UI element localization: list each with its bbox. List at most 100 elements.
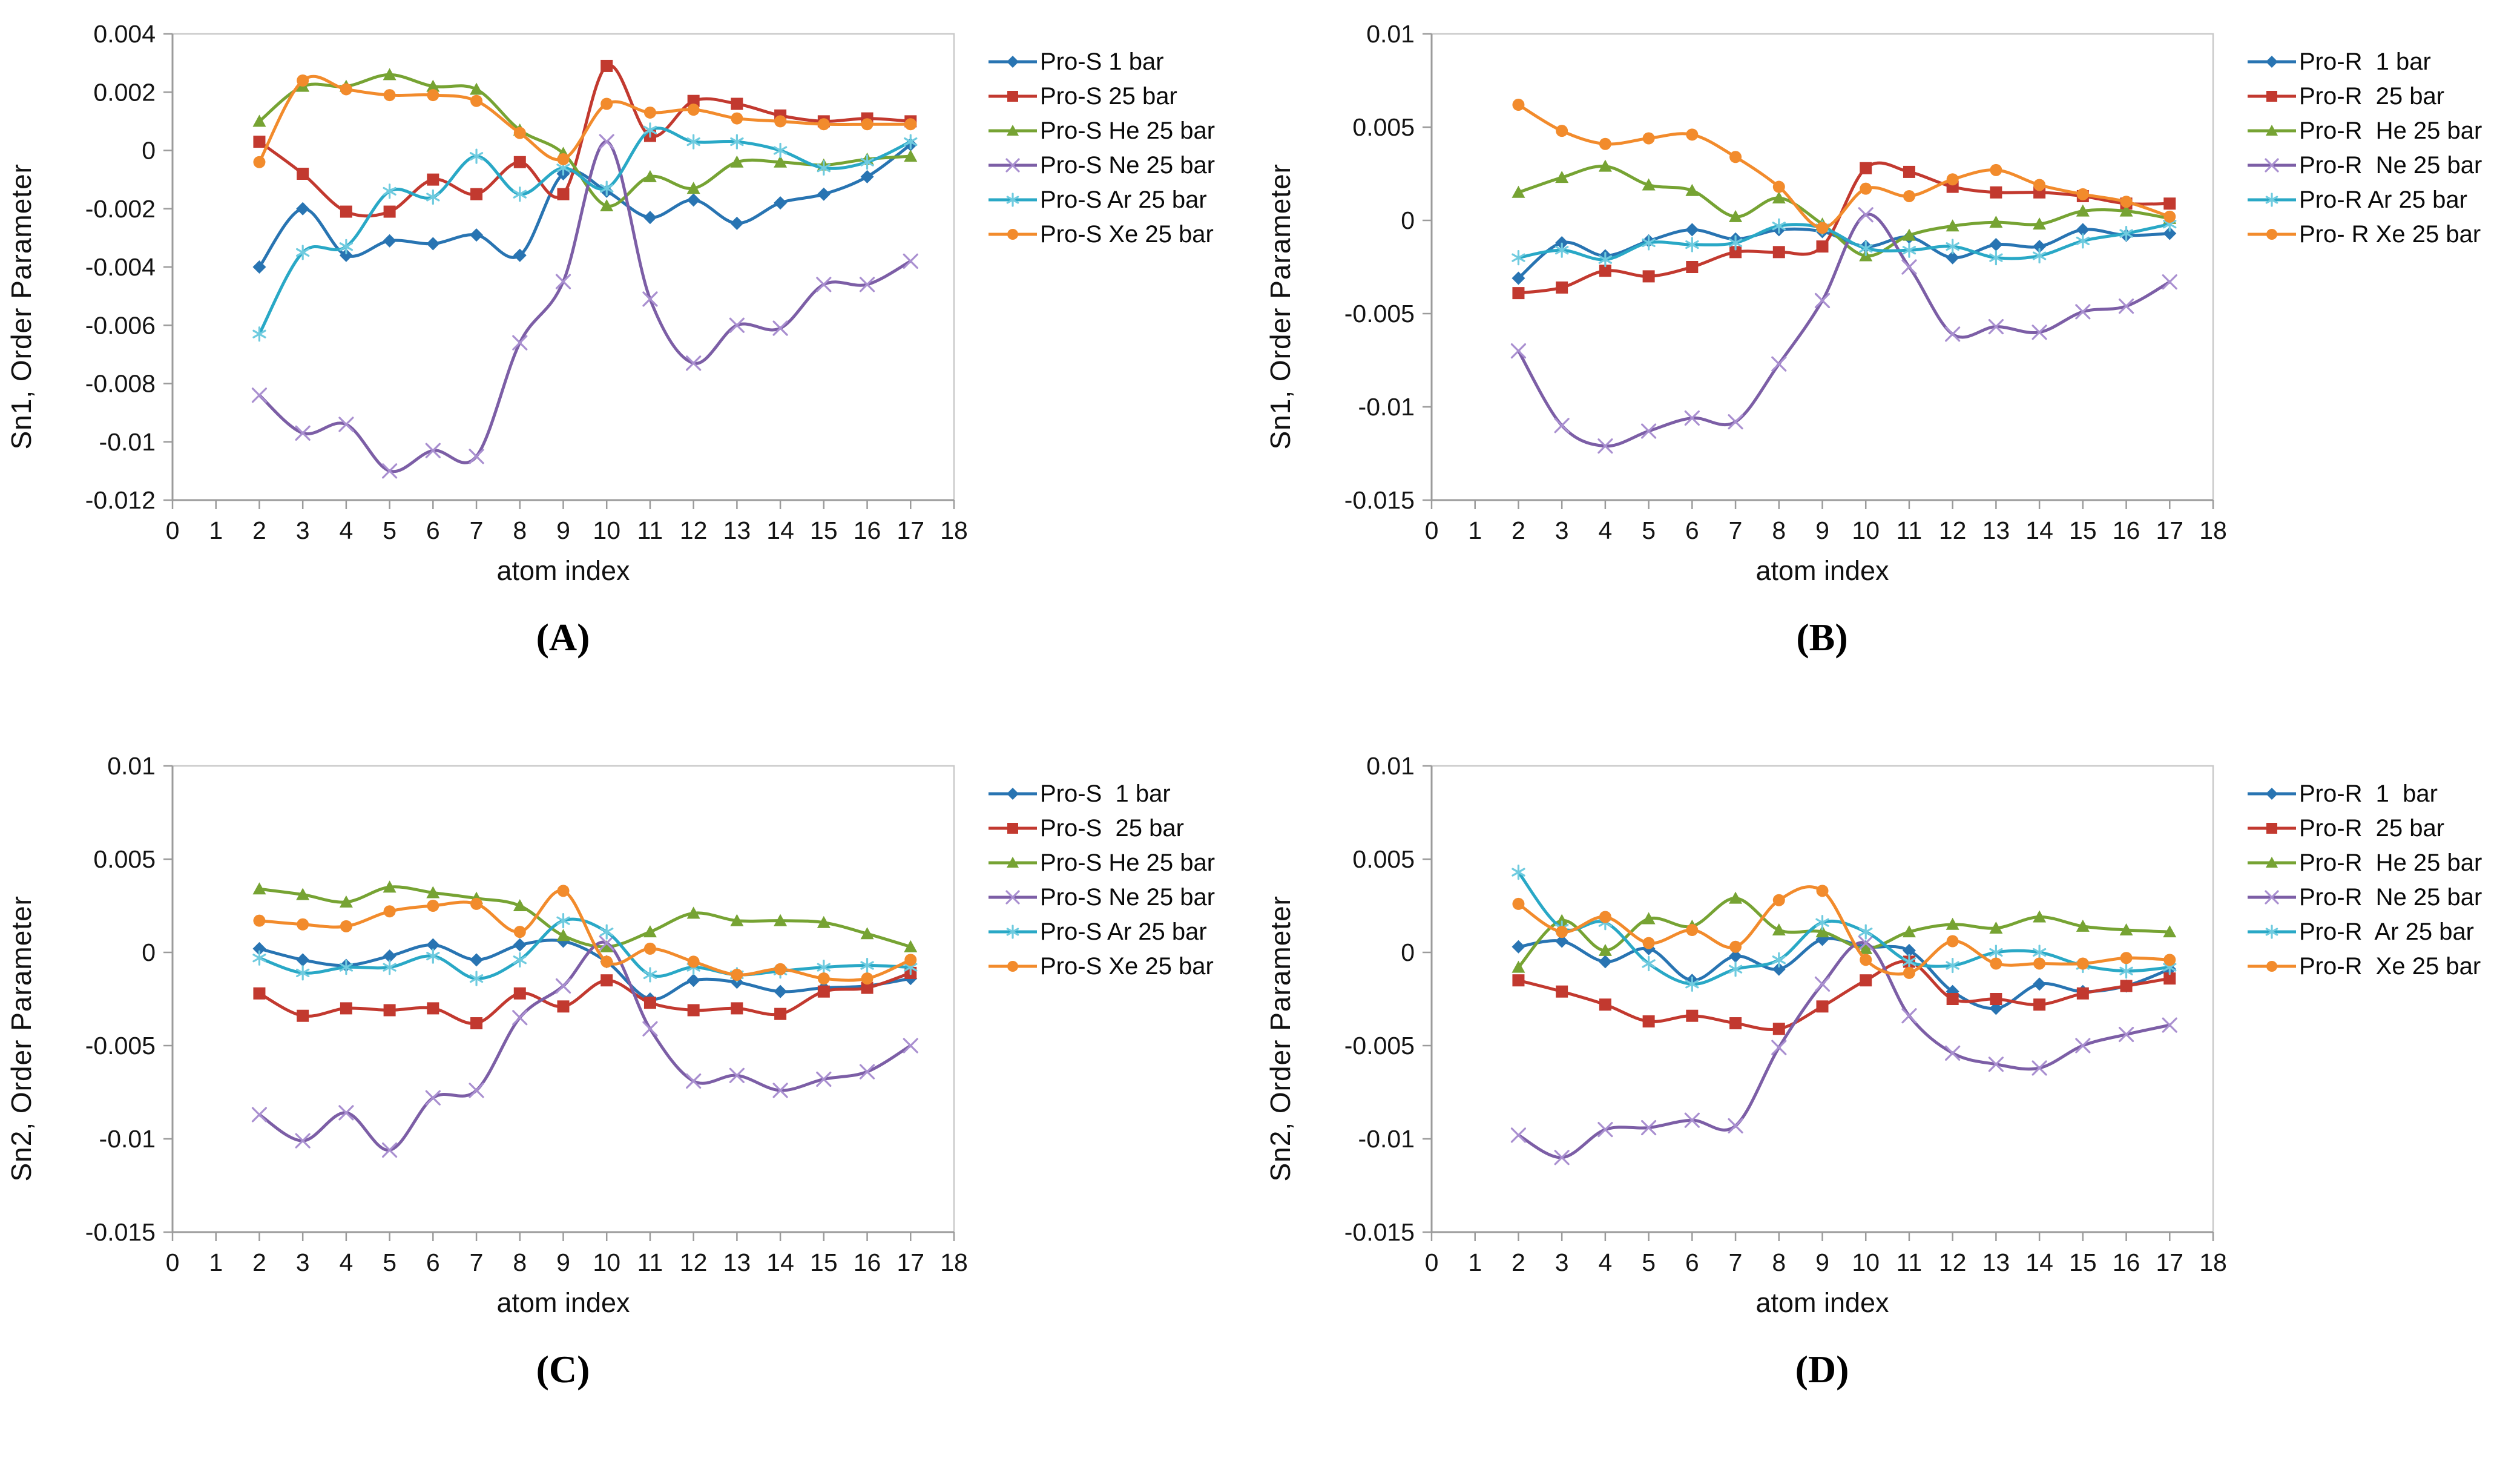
svg-text:0.01: 0.01 — [107, 752, 156, 780]
legend-marker-square-icon — [2248, 91, 2296, 102]
svg-text:16: 16 — [854, 516, 881, 544]
legend-item: Pro-R 1 bar — [2246, 48, 2515, 75]
caption-D: (D) — [1795, 1348, 1849, 1391]
svg-text:3: 3 — [1555, 1248, 1569, 1276]
svg-text:14: 14 — [2025, 516, 2053, 544]
svg-text:7: 7 — [470, 1248, 484, 1276]
legend-marker-square-icon — [989, 91, 1037, 102]
legend-label: Pro-R 25 bar — [2299, 82, 2445, 110]
svg-text:11: 11 — [637, 516, 663, 544]
svg-text:8: 8 — [1772, 1248, 1786, 1276]
svg-text:7: 7 — [470, 516, 484, 544]
legend-marker-square-icon — [2248, 823, 2296, 834]
legend-label: Pro-S 1 bar — [1040, 780, 1171, 807]
svg-text:6: 6 — [1685, 1248, 1699, 1276]
series-pro-s-ar-25-bar — [252, 122, 918, 342]
plot-border — [1430, 33, 2214, 501]
svg-text:3: 3 — [1555, 516, 1569, 544]
svg-text:15: 15 — [2069, 1248, 2097, 1276]
y-axis-ticks: 0.01 0.005 0 -0.005 -0.01 -0.015 — [1344, 752, 1432, 1246]
y-axis-ticks: 0.01 0.005 0 -0.005 -0.01 -0.015 — [85, 752, 173, 1246]
caption-B: (B) — [1796, 616, 1848, 659]
legend-label: Pro-S Ne 25 bar — [1040, 883, 1216, 911]
svg-text:0.005: 0.005 — [93, 845, 156, 873]
legend-item: Pro-S 25 bar — [987, 82, 1256, 110]
legend-marker-triangle-icon — [2248, 125, 2296, 136]
svg-text:10: 10 — [1852, 1248, 1880, 1276]
svg-text:3: 3 — [296, 516, 310, 544]
svg-text:1: 1 — [1468, 1248, 1482, 1276]
series-pro-r-1-bar — [1512, 932, 2177, 1015]
legend-item: Pro-S 1 bar — [987, 48, 1256, 75]
series-pro-r-ar-25-bar — [1512, 864, 2177, 992]
x-axis-title: atom index — [1755, 1287, 1889, 1318]
legend-item: Pro-S 1 bar — [987, 780, 1256, 807]
svg-text:12: 12 — [1939, 1248, 1967, 1276]
svg-text:0: 0 — [1425, 516, 1439, 544]
series-pro-s-ne-25-bar — [251, 935, 918, 1158]
legend-label: Pro-S Ar 25 bar — [1040, 918, 1207, 945]
legend-item: Pro-R 1 bar — [2246, 780, 2515, 807]
svg-text:-0.005: -0.005 — [1344, 300, 1415, 328]
legend-label: Pro-S Ne 25 bar — [1040, 151, 1216, 179]
legend-label: Pro-S He 25 bar — [1040, 849, 1216, 876]
svg-text:9: 9 — [556, 516, 570, 544]
legend-marker-x-icon — [989, 158, 1037, 173]
legend-item: Pro-S Xe 25 bar — [987, 953, 1256, 980]
svg-text:1: 1 — [209, 1248, 223, 1276]
svg-text:9: 9 — [1815, 516, 1829, 544]
legend-marker-circle-icon — [2248, 961, 2296, 972]
svg-text:0.01: 0.01 — [1366, 752, 1415, 780]
svg-text:-0.012: -0.012 — [85, 486, 156, 514]
legend-marker-circle-icon — [989, 961, 1037, 972]
svg-text:16: 16 — [2113, 516, 2140, 544]
x-axis-title: atom index — [496, 1287, 630, 1318]
legend-marker-diamond-icon — [989, 56, 1037, 68]
svg-text:-0.008: -0.008 — [85, 370, 156, 398]
svg-text:0.01: 0.01 — [1366, 20, 1415, 48]
legend-marker-asterisk-icon — [989, 193, 1037, 207]
svg-text:0.004: 0.004 — [93, 20, 156, 48]
svg-text:18: 18 — [2199, 1248, 2227, 1276]
svg-text:0: 0 — [142, 938, 156, 966]
y-axis-label-B: Sn1, Order Parameter — [1265, 163, 1296, 450]
svg-text:0: 0 — [1401, 206, 1415, 234]
legend-label: Pro-S Xe 25 bar — [1040, 220, 1214, 248]
legend-marker-diamond-icon — [2248, 56, 2296, 68]
svg-text:14: 14 — [766, 516, 794, 544]
legend-A: Pro-S 1 bar Pro-S 25 bar Pro-S He 25 bar Pr… — [987, 16, 1256, 597]
series-pro-r-ne-25-bar — [1510, 207, 2177, 454]
legend-item: Pro-R Xe 25 bar — [2246, 953, 2515, 980]
svg-text:-0.005: -0.005 — [85, 1032, 156, 1060]
legend-item: Pro-S Ar 25 bar — [987, 918, 1256, 945]
x-axis-ticks: 0 1 2 3 4 5 6 7 8 9 10 11 12 13 14 15 16 17 18 — [1425, 1232, 2227, 1276]
x-axis-ticks: 0 1 2 3 4 5 6 7 8 9 10 11 12 13 14 15 16 17 18 — [1425, 500, 2227, 544]
legend-item: Pro-R He 25 bar — [2246, 849, 2515, 876]
plot-border — [171, 765, 955, 1233]
legend-marker-x-icon — [989, 890, 1037, 905]
legend-label: Pro-S 25 bar — [1040, 82, 1177, 110]
svg-text:4: 4 — [1598, 1248, 1612, 1276]
legend-label: Pro-R Ar 25 bar — [2299, 918, 2475, 945]
y-axis-label-C: Sn2, Order Parameter — [5, 895, 37, 1182]
svg-text:13: 13 — [723, 516, 751, 544]
svg-text:11: 11 — [1897, 1248, 1923, 1276]
legend-label: Pro-R 1 bar — [2299, 780, 2438, 807]
legend-marker-square-icon — [989, 823, 1037, 834]
svg-text:4: 4 — [1598, 516, 1612, 544]
svg-text:16: 16 — [854, 1248, 881, 1276]
chart-panel-C: Sn2, Order Parameter 0.01 0.005 0 -0.005 -0.… — [0, 732, 1259, 1464]
legend-marker-asterisk-icon — [989, 925, 1037, 939]
y-axis-ticks: 0.01 0.005 0 -0.005 -0.01 -0.015 — [1344, 20, 1432, 514]
svg-text:5: 5 — [1642, 516, 1656, 544]
legend-marker-triangle-icon — [989, 125, 1037, 136]
series-pro-r-25-bar — [1512, 161, 2176, 300]
series-pro-r-ne-25-bar — [1510, 935, 2177, 1166]
svg-text:14: 14 — [2025, 1248, 2053, 1276]
legend-label: Pro-R He 25 bar — [2299, 117, 2482, 144]
svg-text:8: 8 — [513, 1248, 527, 1276]
svg-text:0: 0 — [166, 1248, 180, 1276]
y-axis-label-A: Sn1, Order Parameter — [5, 163, 37, 450]
